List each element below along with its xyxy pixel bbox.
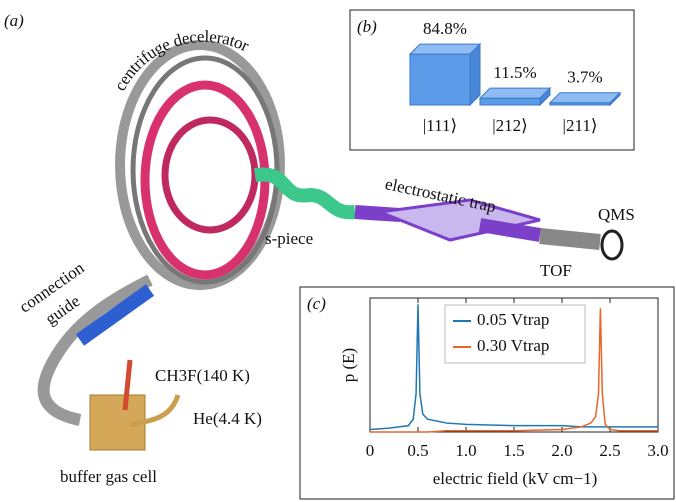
label: s-piece [265, 229, 313, 248]
legend-label: 0.30 Vtrap [477, 336, 549, 355]
box-top [480, 88, 550, 98]
category-label: |211⟩ [563, 116, 598, 135]
x-axis-label: electric field (kV cm−1) [433, 469, 598, 488]
x-tick-label: 1.0 [455, 441, 476, 460]
guide-tube [480, 225, 540, 235]
tof-tube [540, 236, 600, 242]
legend-label: 0.05 Vtrap [477, 310, 549, 329]
box-side [470, 44, 480, 105]
figure: (a) centrifuge decelerator s-piece elect… [0, 0, 676, 502]
x-tick-label: 3.0 [647, 441, 668, 460]
x-tick-label: 0.5 [407, 441, 428, 460]
panel-label: (c) [307, 294, 326, 313]
label: TOF [540, 261, 572, 280]
pink-ring [165, 120, 255, 230]
category-label: |111⟩ [423, 116, 457, 135]
label: QMS [598, 205, 635, 224]
value-label: 3.7% [567, 68, 602, 87]
label: CH3F(140 K) [155, 366, 250, 385]
qms [602, 231, 622, 259]
value-label: 84.8% [423, 19, 467, 38]
value-label: 11.5% [493, 63, 536, 82]
x-tick-label: 2.0 [551, 441, 572, 460]
panel-label: (b) [357, 17, 377, 36]
label: He(4.4 K) [193, 409, 262, 428]
label: buffer gas cell [60, 467, 157, 486]
box-top [550, 93, 620, 103]
panel-label: (a) [4, 11, 24, 30]
x-tick-label: 2.5 [599, 441, 620, 460]
box-front [410, 54, 470, 105]
x-tick-label: 0 [366, 441, 375, 460]
x-tick-label: 1.5 [503, 441, 524, 460]
category-label: |212⟩ [492, 116, 528, 135]
box-top [410, 44, 480, 54]
box-front [480, 98, 540, 105]
y-axis-label: p (E) [339, 348, 358, 382]
